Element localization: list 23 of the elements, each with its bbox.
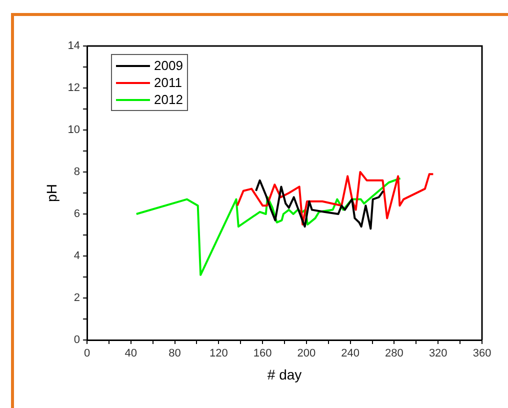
x-tick-label: 160 [253,348,272,360]
x-tick-label: 360 [472,348,492,360]
x-axis-title: # day [267,366,302,382]
y-tick-label: 2 [74,292,80,304]
x-tick-label: 0 [84,348,90,360]
x-tick-label: 40 [124,348,138,360]
legend-label: 2011 [154,75,182,90]
y-tick-label: 12 [68,82,80,94]
y-tick-label: 4 [74,250,80,262]
y-axis-title: pH [43,184,60,202]
legend-label: 2012 [154,92,183,107]
x-tick-label: 80 [168,348,181,360]
y-tick-label: 0 [74,334,80,346]
y-tick-label: 6 [74,208,80,220]
x-tick-label: 240 [341,348,360,360]
x-tick-label: 200 [297,348,316,360]
x-tick-label: 120 [210,348,228,360]
y-tick-label: 8 [74,166,80,178]
x-tick-label: 280 [385,348,404,360]
x-tick-label: 320 [428,348,448,360]
y-tick-label: 14 [68,40,80,52]
y-tick-label: 10 [68,124,80,136]
legend-label: 2009 [154,58,183,73]
